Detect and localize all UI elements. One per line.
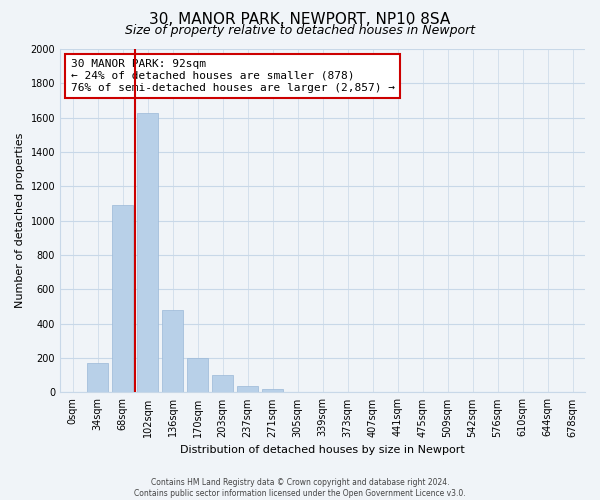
- Bar: [187, 358, 208, 392]
- Bar: [112, 206, 133, 392]
- Text: Contains HM Land Registry data © Crown copyright and database right 2024.
Contai: Contains HM Land Registry data © Crown c…: [134, 478, 466, 498]
- Bar: [237, 386, 258, 392]
- Bar: [162, 310, 183, 392]
- Text: 30 MANOR PARK: 92sqm
← 24% of detached houses are smaller (878)
76% of semi-deta: 30 MANOR PARK: 92sqm ← 24% of detached h…: [71, 60, 395, 92]
- Y-axis label: Number of detached properties: Number of detached properties: [15, 133, 25, 308]
- Bar: [87, 363, 108, 392]
- Bar: [137, 112, 158, 392]
- Text: 30, MANOR PARK, NEWPORT, NP10 8SA: 30, MANOR PARK, NEWPORT, NP10 8SA: [149, 12, 451, 28]
- Bar: [262, 389, 283, 392]
- Text: Size of property relative to detached houses in Newport: Size of property relative to detached ho…: [125, 24, 475, 37]
- Bar: [212, 376, 233, 392]
- X-axis label: Distribution of detached houses by size in Newport: Distribution of detached houses by size …: [180, 445, 465, 455]
